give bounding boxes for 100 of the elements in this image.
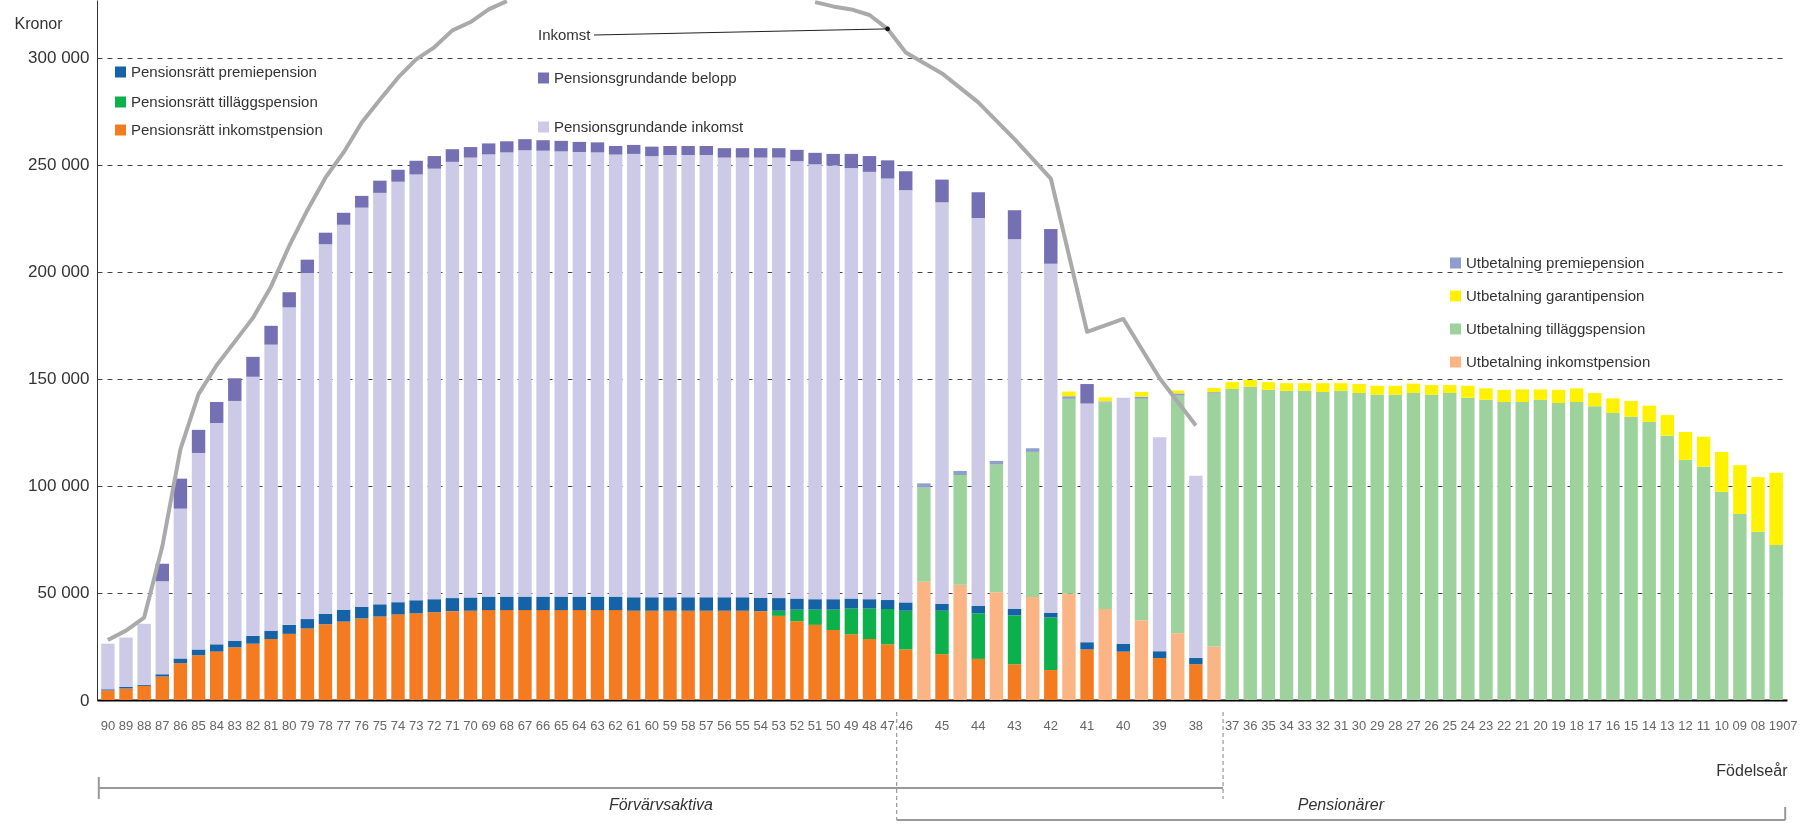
bar xyxy=(1080,649,1094,700)
bar xyxy=(645,597,659,611)
bar xyxy=(899,190,913,603)
bar xyxy=(209,644,224,652)
bar xyxy=(1406,383,1421,394)
bar xyxy=(155,676,169,700)
bar xyxy=(1588,406,1602,700)
bar xyxy=(355,618,369,700)
bar xyxy=(681,145,695,155)
bar xyxy=(119,637,133,687)
legend-label: Utbetalning tilläggspension xyxy=(1466,320,1646,337)
bar xyxy=(971,606,985,614)
x-tick-label: 24 xyxy=(1460,718,1476,733)
x-tick-label: 55 xyxy=(735,718,750,733)
bar xyxy=(880,644,895,700)
bar xyxy=(717,157,732,598)
bar xyxy=(1279,390,1294,700)
bar xyxy=(1044,612,1058,618)
bar xyxy=(1152,658,1167,700)
bar xyxy=(1207,387,1221,393)
x-tick-label: 72 xyxy=(427,718,442,733)
bar xyxy=(355,195,369,208)
bar xyxy=(336,212,351,225)
bar xyxy=(899,649,913,700)
bar xyxy=(409,174,423,601)
bar xyxy=(627,597,641,611)
bar xyxy=(590,152,605,597)
bar xyxy=(1243,386,1257,700)
bar xyxy=(844,153,859,169)
bar xyxy=(1352,384,1366,394)
bar xyxy=(1424,394,1439,700)
bar xyxy=(500,596,514,611)
x-tick-label: 88 xyxy=(136,718,152,733)
bar xyxy=(735,148,750,158)
bar xyxy=(1696,436,1711,467)
x-tick-label: 59 xyxy=(662,718,678,733)
bar xyxy=(772,157,786,599)
bar xyxy=(1007,210,1022,240)
bar xyxy=(173,508,188,659)
bar xyxy=(500,141,514,153)
bar xyxy=(608,610,623,700)
bar xyxy=(1062,396,1076,399)
bar xyxy=(391,614,405,700)
x-tick-label: 48 xyxy=(862,718,877,733)
bar xyxy=(228,400,242,641)
bar xyxy=(1007,664,1022,700)
bar xyxy=(790,598,804,610)
bar xyxy=(481,143,496,155)
bar xyxy=(101,643,115,690)
bar xyxy=(808,609,822,625)
bar xyxy=(536,150,550,597)
bar xyxy=(862,156,877,172)
x-tick-label: 29 xyxy=(1369,718,1385,733)
bar xyxy=(1606,412,1620,700)
bar xyxy=(518,610,532,700)
x-tick-label: 31 xyxy=(1333,718,1349,733)
bar xyxy=(518,150,532,597)
bar xyxy=(1624,416,1638,700)
bar xyxy=(1479,399,1493,700)
bar xyxy=(282,624,296,634)
bar xyxy=(300,259,315,274)
bar xyxy=(1551,389,1566,404)
bar xyxy=(590,596,605,611)
x-tick-label: 87 xyxy=(155,718,170,733)
bar xyxy=(772,610,786,616)
x-tick-label: 70 xyxy=(463,718,478,733)
legend-label: Pensionsrätt inkomstpension xyxy=(131,121,323,138)
bar xyxy=(1424,385,1439,395)
bar xyxy=(318,613,333,625)
bar xyxy=(1769,545,1783,700)
bar xyxy=(989,464,1004,593)
bar xyxy=(264,630,278,639)
bar xyxy=(173,478,188,509)
legend-label: Pensionsgrundande inkomst xyxy=(554,118,745,135)
bar xyxy=(481,596,496,611)
bar xyxy=(989,592,1004,700)
bar xyxy=(1461,385,1475,398)
x-tick-label: 83 xyxy=(227,718,243,733)
bar xyxy=(481,610,496,700)
bar xyxy=(971,658,985,700)
bar xyxy=(1479,388,1493,400)
bar xyxy=(445,598,460,612)
bar xyxy=(536,596,550,611)
bar xyxy=(173,663,188,700)
y-axis-title: Kronor xyxy=(14,14,64,32)
x-tick-label: 53 xyxy=(771,718,787,733)
bar xyxy=(1297,390,1312,700)
bar xyxy=(1279,383,1294,391)
bar xyxy=(826,165,840,600)
bar xyxy=(1715,451,1729,492)
bar xyxy=(1515,389,1529,403)
bar xyxy=(518,139,532,151)
bar xyxy=(119,688,133,700)
bar xyxy=(681,597,695,611)
bar xyxy=(880,600,895,610)
bar xyxy=(590,142,605,153)
bar xyxy=(1080,384,1094,404)
x-tick-label: 18 xyxy=(1569,718,1584,733)
x-tick-label: 52 xyxy=(789,718,805,733)
x-tick-label: 60 xyxy=(644,718,660,733)
